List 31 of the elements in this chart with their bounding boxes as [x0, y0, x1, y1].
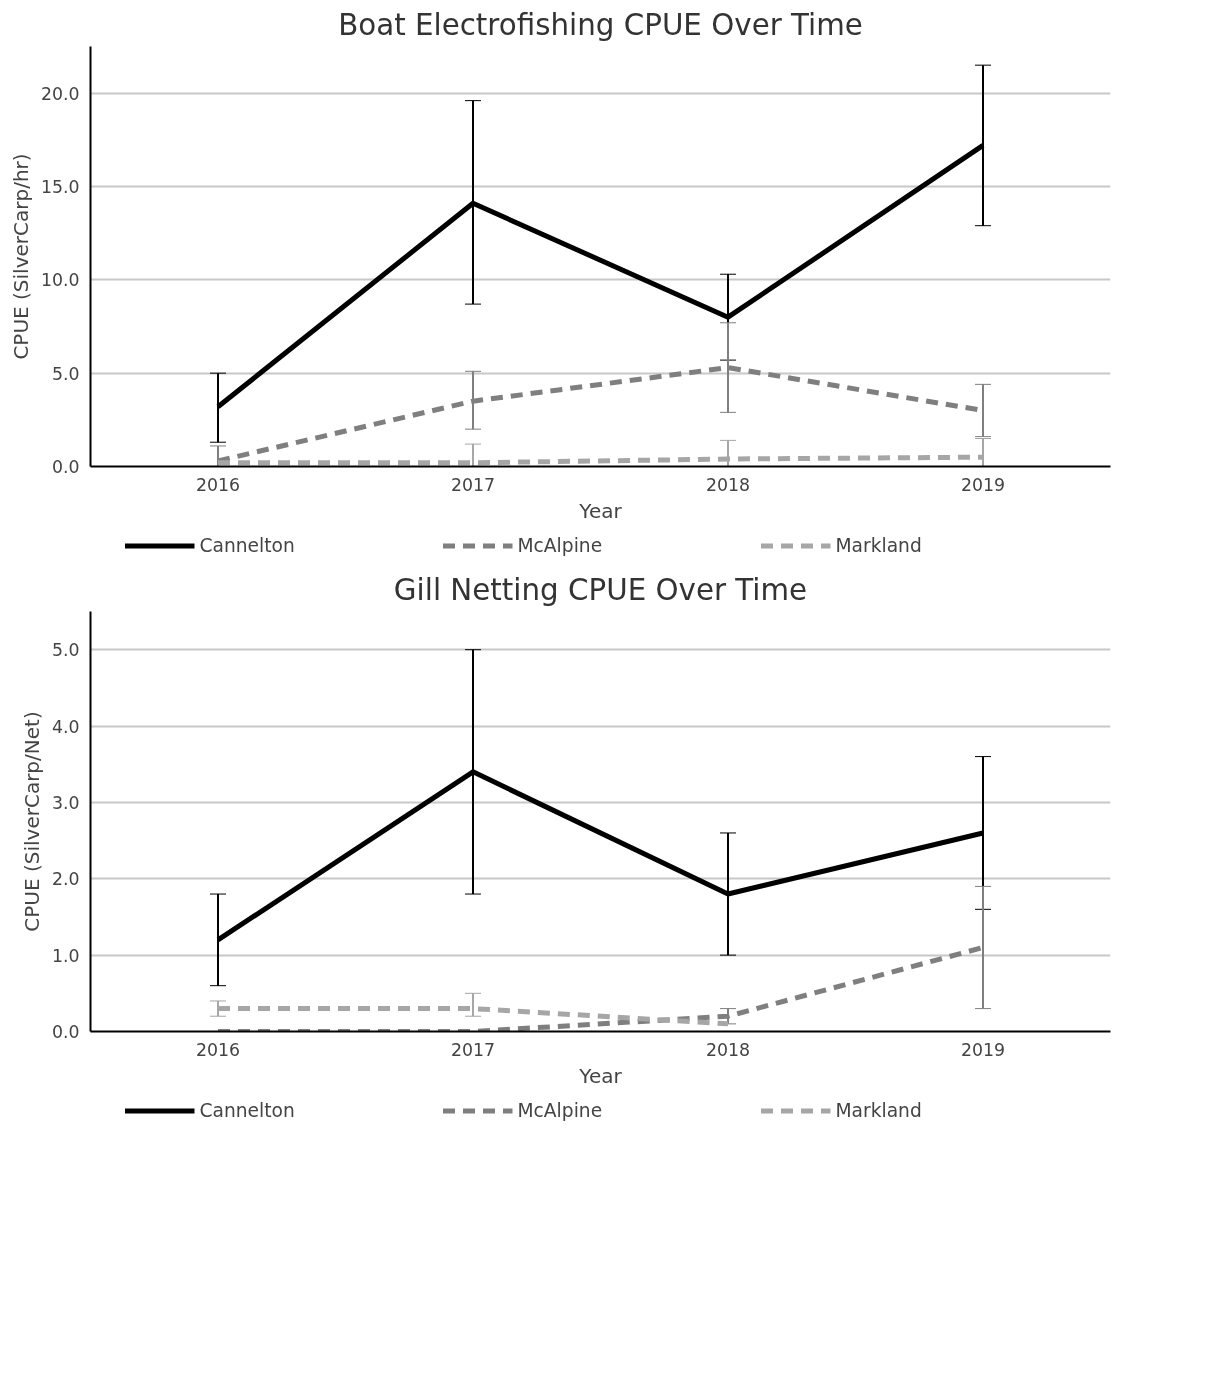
x-tick-label: 2016 [195, 1039, 241, 1060]
chart-title: Gill Netting CPUE Over Time [393, 572, 808, 607]
y-axis-title: CPUE (SilverCarp/hr) [8, 153, 33, 360]
y-tick-label: 10.0 [40, 270, 80, 291]
x-tick-label: 2017 [450, 1039, 496, 1060]
legend-label: Markland [835, 1099, 923, 1121]
x-tick-label: 2017 [450, 474, 496, 495]
legend-label: Markland [835, 534, 923, 556]
y-tick-label: 3.0 [51, 792, 80, 813]
chart-title: Boat Electrofishing CPUE Over Time [338, 7, 863, 42]
x-axis-title: Year [578, 498, 623, 523]
y-axis-title: CPUE (SilverCarp/Net) [19, 711, 44, 932]
x-tick-label: 2018 [705, 474, 751, 495]
x-tick-label: 2019 [960, 1039, 1006, 1060]
y-tick-label: 0.0 [51, 457, 80, 477]
x-tick-label: 2019 [960, 474, 1006, 495]
y-tick-label: 20.0 [40, 83, 80, 104]
y-tick-label: 0.0 [51, 1022, 80, 1042]
legend-label: McAlpine [517, 1099, 604, 1121]
x-axis-title: Year [578, 1063, 623, 1088]
y-tick-label: 1.0 [51, 945, 80, 966]
x-tick-label: 2016 [195, 474, 241, 495]
y-tick-label: 15.0 [40, 177, 80, 197]
x-tick-label: 2018 [705, 1039, 751, 1060]
legend-label: Cannelton [199, 1099, 296, 1121]
y-tick-label: 4.0 [51, 716, 80, 737]
y-tick-label: 2.0 [51, 869, 80, 890]
y-tick-label: 5.0 [51, 640, 80, 661]
y-tick-label: 5.0 [51, 363, 80, 384]
legend-label: Cannelton [199, 534, 296, 556]
legend-label: McAlpine [517, 534, 604, 556]
